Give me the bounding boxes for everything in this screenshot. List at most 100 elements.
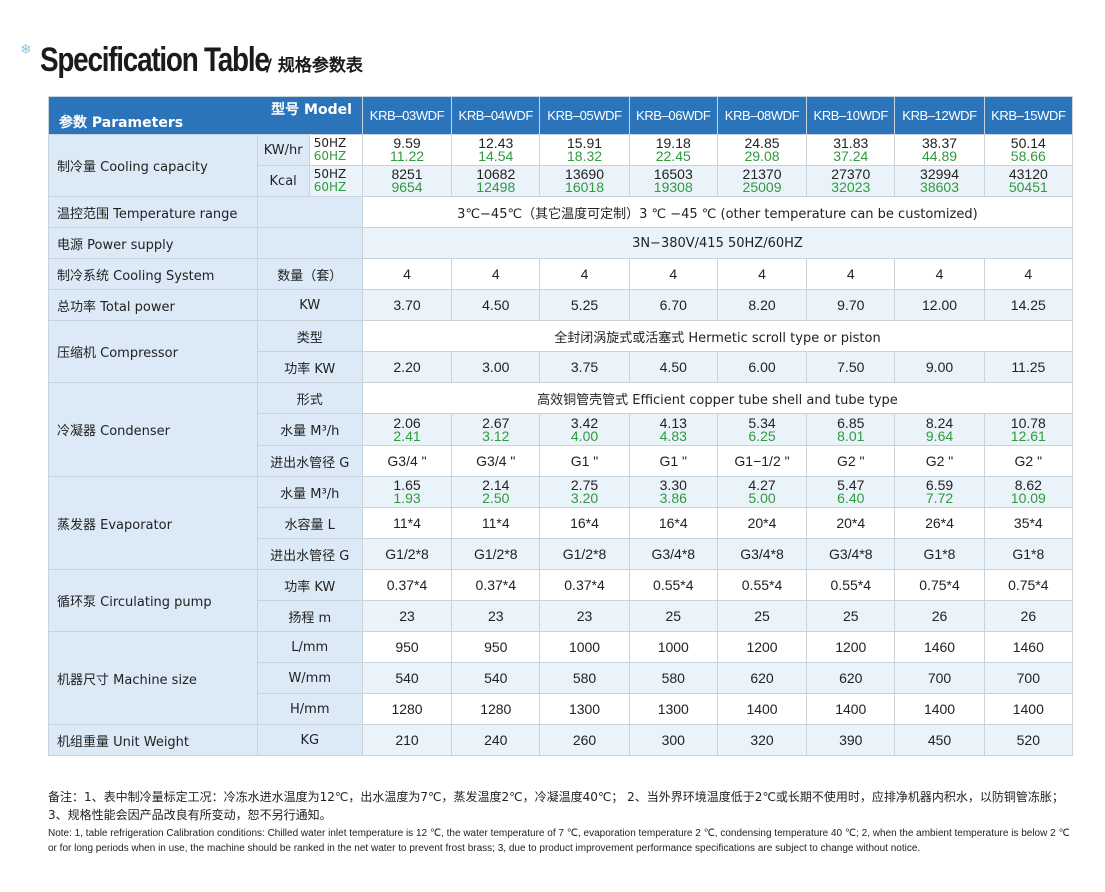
value-cell: 25 xyxy=(716,600,808,632)
sub-label: 水量 M³/h xyxy=(256,476,363,508)
value-cell: 520 xyxy=(983,724,1074,756)
value-cell: 700 xyxy=(983,662,1074,694)
value-cell: G3/4*8 xyxy=(716,538,808,570)
value-cell: 43120 50451 xyxy=(983,165,1074,197)
value-cell: 4 xyxy=(983,258,1074,290)
value-cell: 3.42 4.00 xyxy=(539,413,630,446)
value-cell: 15.91 18.32 xyxy=(539,134,630,166)
value-cell: 540 xyxy=(451,662,541,694)
row-label-compressor: 压缩机 Compressor xyxy=(48,320,258,383)
table-row: 机组重量 Unit Weight KG 210 240 260 300 320 … xyxy=(48,724,1074,756)
value-cell: 1400 xyxy=(806,693,896,725)
sub-label: KW xyxy=(256,289,363,321)
value-cell: 11*4 xyxy=(361,507,453,539)
table-row: Kcal 50HZ 60HZ 8251 9654 10682 12498 13690 1… xyxy=(49,165,1074,197)
model-header: KRB–05WDF xyxy=(539,96,630,135)
value-cell: 390 xyxy=(806,724,896,756)
value-cell: 300 xyxy=(628,724,718,756)
row-label-pump: 循环泵 Circulating pump xyxy=(48,569,258,632)
value-cell: 27370 32023 xyxy=(806,165,896,197)
value-cell: 4.13 4.83 xyxy=(628,413,718,446)
value-cell: 12.43 14.54 xyxy=(451,134,541,166)
row-label-machine-size: 机器尺寸 Machine size xyxy=(48,631,258,725)
table-row: H/mm 1280 1280 1300 1300 1400 1400 1400 … xyxy=(49,693,1074,725)
value-cell: 1300 xyxy=(539,693,630,725)
row-label-condenser: 冷凝器 Condenser xyxy=(48,382,258,477)
value-cell: 9.59 11.22 xyxy=(361,134,453,166)
table-row: 蒸发器 Evaporator 水量 M³/h 1.65 1.93 2.14 2.50… xyxy=(48,476,1074,570)
value-cell: 25 xyxy=(628,600,718,632)
value-cell: 1.65 1.93 xyxy=(361,476,453,508)
value-cell: 0.75*4 xyxy=(983,569,1074,601)
value-cell: 1400 xyxy=(983,693,1074,725)
model-header: KRB–15WDF xyxy=(983,96,1074,135)
value-cell: 1200 xyxy=(806,631,896,663)
value-cell: 25 xyxy=(806,600,896,632)
value-cell: G3/4 " xyxy=(451,445,541,477)
value-cell: 35*4 xyxy=(983,507,1074,539)
value-cell: 5.25 xyxy=(539,289,630,321)
header-row: 型号 Model 参数 Parameters KRB–03WDF KRB–04W… xyxy=(48,96,1074,135)
value-cell: 1280 xyxy=(361,693,453,725)
table-row: 水量 M³/h 2.06 2.41 2.67 3.12 3.42 4.00 4.13 4… xyxy=(49,413,1074,446)
value-cell: 4.27 5.00 xyxy=(716,476,808,508)
temp-range-value: 3℃−45℃（其它温度可定制）3 ℃ −45 ℃ (other temperat… xyxy=(361,196,1074,228)
page-subtitle: / 规格参数表 xyxy=(265,56,363,76)
value-cell: 20*4 xyxy=(716,507,808,539)
value-cell: 23 xyxy=(451,600,541,632)
row-label-cooling: 制冷量 Cooling capacity xyxy=(48,134,258,197)
sub-label: L/mm xyxy=(256,631,363,663)
table-row: 机器尺寸 Machine size L/mm 950 950 1000 1000… xyxy=(48,631,1074,725)
row-label-power-supply: 电源 Power supply xyxy=(48,227,258,259)
value-cell: G3/4*8 xyxy=(628,538,718,570)
row-label-cooling-system: 制冷系统 Cooling System xyxy=(48,258,258,290)
kcal-unit: Kcal xyxy=(256,165,310,197)
value-cell: 950 xyxy=(451,631,541,663)
sub-label: 形式 xyxy=(256,382,363,414)
value-cell: 23 xyxy=(539,600,630,632)
value-cell: 8.20 xyxy=(716,289,808,321)
value-cell: 6.70 xyxy=(628,289,718,321)
value-cell: 16503 19308 xyxy=(628,165,718,197)
value-cell: 4 xyxy=(361,258,453,290)
value-cell: 8.24 9.64 xyxy=(894,413,985,446)
value-cell: G1/2*8 xyxy=(361,538,453,570)
value-cell: 620 xyxy=(716,662,808,694)
corner-params-label: 参数 Parameters xyxy=(59,115,184,131)
value-cell: 1300 xyxy=(628,693,718,725)
table-row: 制冷量 Cooling capacity KW/hr 50HZ 60HZ 9.59… xyxy=(48,134,1074,197)
value-cell: 31.83 37.24 xyxy=(806,134,896,166)
page-title: Specification Table xyxy=(39,41,270,79)
sub-label: 功率 KW xyxy=(256,569,363,601)
value-cell: 2.75 3.20 xyxy=(539,476,630,508)
empty-sub xyxy=(256,196,363,228)
value-cell: 13690 16018 xyxy=(539,165,630,197)
value-cell: 32994 38603 xyxy=(894,165,985,197)
value-cell: 0.37*4 xyxy=(361,569,453,601)
sub-label: 进出水管径 G xyxy=(256,538,363,570)
sub-label: 水容量 L xyxy=(256,507,363,539)
value-cell: G1*8 xyxy=(983,538,1074,570)
value-cell: 1460 xyxy=(983,631,1074,663)
value-cell: 320 xyxy=(716,724,808,756)
value-cell: 4 xyxy=(539,258,630,290)
value-cell: 700 xyxy=(894,662,985,694)
sub-label: W/mm xyxy=(256,662,363,694)
power-supply-value: 3N−380V/415 50HZ/60HZ xyxy=(361,227,1074,259)
value-cell: 5.34 6.25 xyxy=(716,413,808,446)
value-cell: 6.00 xyxy=(716,351,808,383)
value-cell: 580 xyxy=(628,662,718,694)
value-cell: 1460 xyxy=(894,631,985,663)
condenser-form-value: 高效铜管壳管式 Efficient copper tube shell and … xyxy=(361,382,1074,414)
value-cell: 1200 xyxy=(716,631,808,663)
table-row: 功率 KW 2.20 3.00 3.75 4.50 6.00 7.50 9.00… xyxy=(49,351,1074,383)
value-cell: 9.70 xyxy=(806,289,896,321)
value-cell: 1400 xyxy=(894,693,985,725)
value-cell: G1 " xyxy=(628,445,718,477)
table-row: 扬程 m 23 23 23 25 25 25 26 26 xyxy=(49,600,1074,632)
value-cell: 8.62 10.09 xyxy=(983,476,1074,508)
hz-cell: 50HZ 60HZ xyxy=(308,134,363,166)
value-cell: 950 xyxy=(361,631,453,663)
model-header: KRB–10WDF xyxy=(806,96,896,135)
note-english: Note: 1, table refrigeration Calibration… xyxy=(48,828,1070,854)
